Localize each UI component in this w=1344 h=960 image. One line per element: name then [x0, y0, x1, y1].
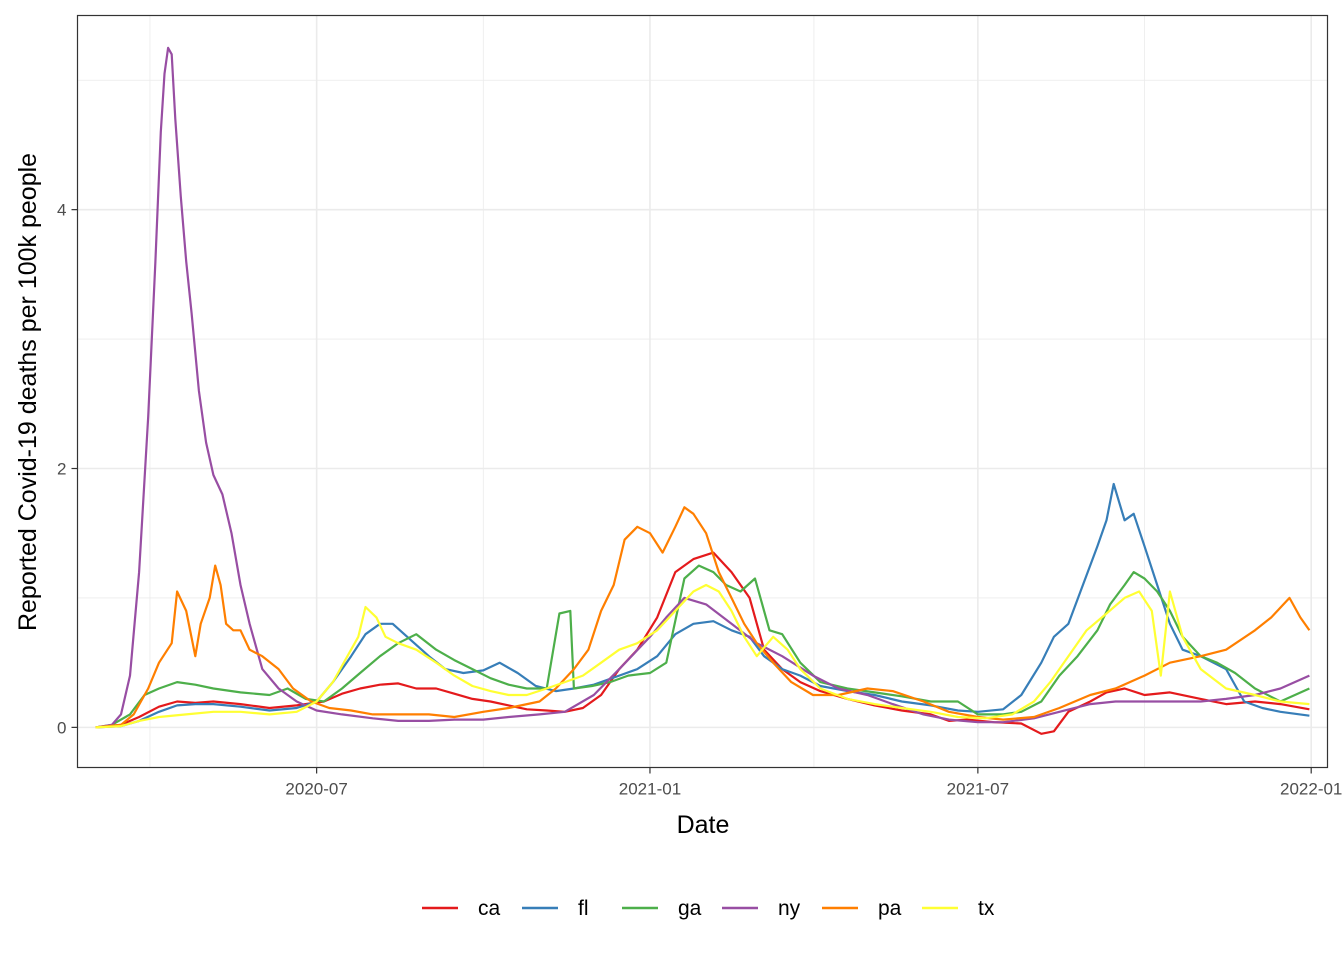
series-line-ny — [95, 46, 1310, 729]
series-lines — [95, 46, 1311, 735]
y-tick-label: 2 — [57, 460, 66, 479]
y-axis-title: Reported Covid-19 deaths per 100k people — [14, 153, 42, 631]
x-tick-label: 2022-01 — [1280, 780, 1342, 799]
gridlines — [77, 15, 1328, 768]
legend-label-ca: ca — [478, 897, 501, 920]
legend-label-ga: ga — [678, 897, 702, 920]
axes: 2020-07 2021-01 2021-07 2022-01 0 2 4 — [57, 201, 1342, 799]
series-line-pa — [95, 506, 1311, 729]
panel-background — [77, 15, 1328, 768]
x-axis-title: Date — [677, 811, 730, 839]
series-line-tx — [95, 583, 1310, 729]
y-tick-label: 0 — [57, 718, 66, 737]
legend-label-fl: fl — [578, 897, 589, 920]
x-tick-label: 2021-01 — [619, 780, 681, 799]
panel-border — [76, 14, 1329, 769]
legend: ca fl ga ny pa tx — [422, 897, 995, 920]
y-tick-label: 4 — [57, 201, 66, 220]
legend-label-tx: tx — [978, 897, 995, 920]
legend-label-ny: ny — [778, 897, 801, 920]
x-tick-label: 2021-07 — [947, 780, 1009, 799]
legend-label-pa: pa — [878, 897, 902, 920]
x-tick-label: 2020-07 — [285, 780, 347, 799]
